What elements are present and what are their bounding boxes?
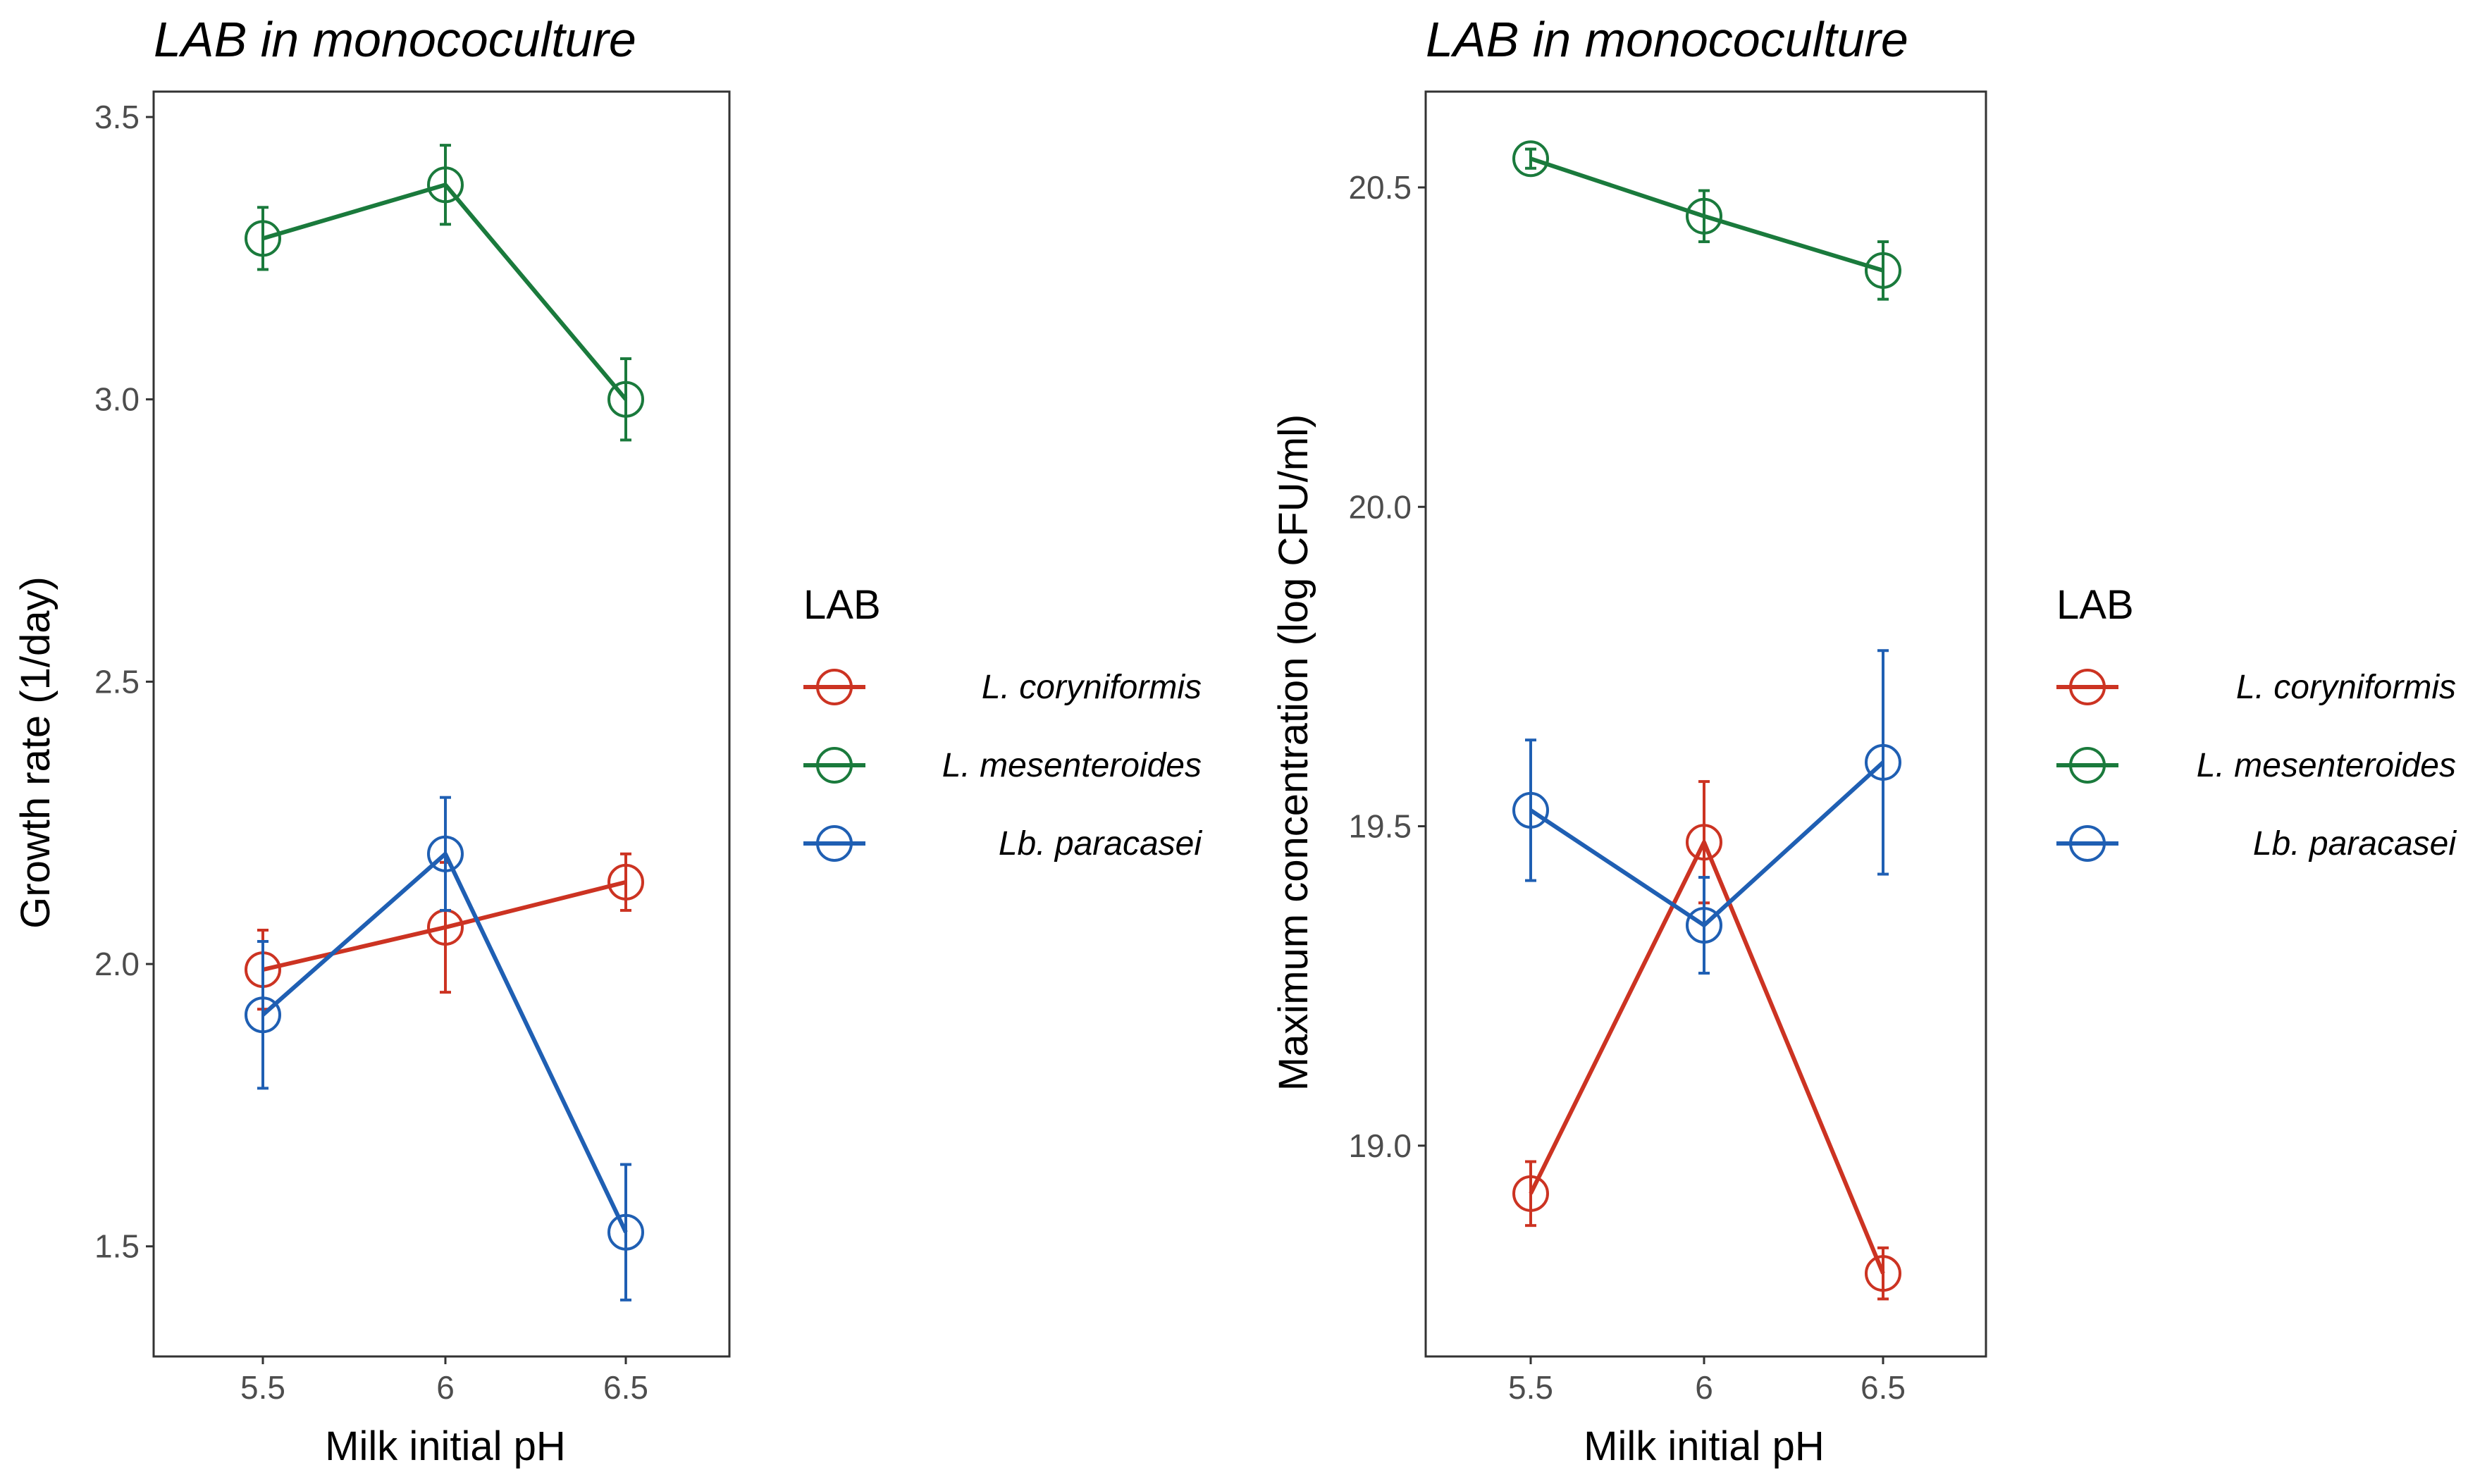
chart-title: LAB in monococulture [154, 12, 636, 67]
series-l-mesenteroides [245, 144, 644, 442]
x-axis-title: Milk initial pH [1584, 1423, 1825, 1469]
y-tick-label: 1.5 [94, 1228, 140, 1265]
data-point [245, 220, 281, 257]
legend-key-point [816, 825, 853, 862]
x-tick-label: 5.5 [240, 1369, 285, 1406]
y-axis-title: Maximum concentration (log CFU/ml) [1271, 414, 1316, 1091]
legend-label: Lb. paracasei [999, 825, 1203, 862]
y-tick-label: 19.0 [1348, 1127, 1412, 1164]
data-point [1686, 824, 1722, 861]
legend-title: LAB [2056, 582, 2134, 628]
data-point [1512, 140, 1549, 178]
growth-rate-chart: LAB in monococulture Growth rate (1/day)… [13, 12, 1202, 1469]
y-tick-label: 2.5 [94, 663, 140, 700]
series-lb-paracasei [1512, 649, 1901, 975]
data-point [245, 996, 281, 1034]
legend-item-lb-paracasei: Lb. paracasei [2056, 825, 2457, 862]
legend-key-point [2069, 669, 2106, 705]
data-point [427, 908, 464, 946]
panel-border [152, 90, 731, 1358]
legend-label: L. coryniformis [2236, 669, 2456, 706]
y-tick-label: 2.0 [94, 946, 140, 982]
plot-panel [1426, 92, 1986, 1356]
data-point [427, 835, 464, 872]
x-tick-label: 6 [436, 1369, 455, 1406]
data-point [1512, 1175, 1549, 1212]
y-tick-label: 20.0 [1348, 488, 1412, 525]
x-tick-label: 6.5 [603, 1369, 648, 1406]
y-tick-label: 3.0 [94, 381, 140, 418]
data-point [607, 863, 644, 901]
x-tick-label: 5.5 [1508, 1369, 1553, 1406]
data-point [1512, 791, 1549, 829]
legend-label: L. mesenteroides [2197, 747, 2456, 784]
data-point [427, 166, 464, 204]
y-axis-title: Growth rate (1/day) [13, 576, 58, 929]
y-tick-label: 19.5 [1348, 808, 1412, 845]
data-point [1686, 907, 1722, 944]
series-l-coryniformis [1512, 780, 1901, 1301]
y-tick-label: 3.5 [94, 99, 140, 135]
data-point [1865, 252, 1901, 289]
panel-border [1424, 90, 1987, 1358]
series-l-mesenteroides [1512, 140, 1901, 301]
x-tick-label: 6.5 [1861, 1369, 1906, 1406]
plot-panel [154, 92, 729, 1356]
data-point [607, 1213, 644, 1251]
legend-label: Lb. paracasei [2253, 825, 2457, 862]
series-lb-paracasei [245, 796, 644, 1301]
data-point [1686, 197, 1722, 235]
legend-key-point [816, 747, 853, 784]
data-point [1865, 1255, 1901, 1292]
legend-item-l-mesenteroides: L. mesenteroides [803, 747, 1202, 784]
legend-item-l-mesenteroides: L. mesenteroides [2056, 747, 2456, 784]
x-tick-label: 6 [1695, 1369, 1713, 1406]
legend-label: L. coryniformis [982, 669, 1202, 706]
legend-key-point [2069, 747, 2106, 784]
y-tick-label: 20.5 [1348, 169, 1412, 206]
legend-title: LAB [803, 582, 881, 628]
chart-title: LAB in monococulture [1426, 12, 1908, 67]
legend-item-lb-paracasei: Lb. paracasei [803, 825, 1202, 862]
legend-item-l-coryniformis: L. coryniformis [2056, 669, 2456, 706]
legend-key-point [816, 669, 853, 705]
data-point [1865, 743, 1901, 781]
max-concentration-chart: LAB in monococulture Maximum concentrati… [1271, 12, 2457, 1469]
x-axis-title: Milk initial pH [325, 1423, 566, 1469]
legend-item-l-coryniformis: L. coryniformis [803, 669, 1202, 706]
data-point [607, 381, 644, 418]
legend-key-point [2069, 825, 2106, 862]
legend-label: L. mesenteroides [942, 747, 1202, 784]
